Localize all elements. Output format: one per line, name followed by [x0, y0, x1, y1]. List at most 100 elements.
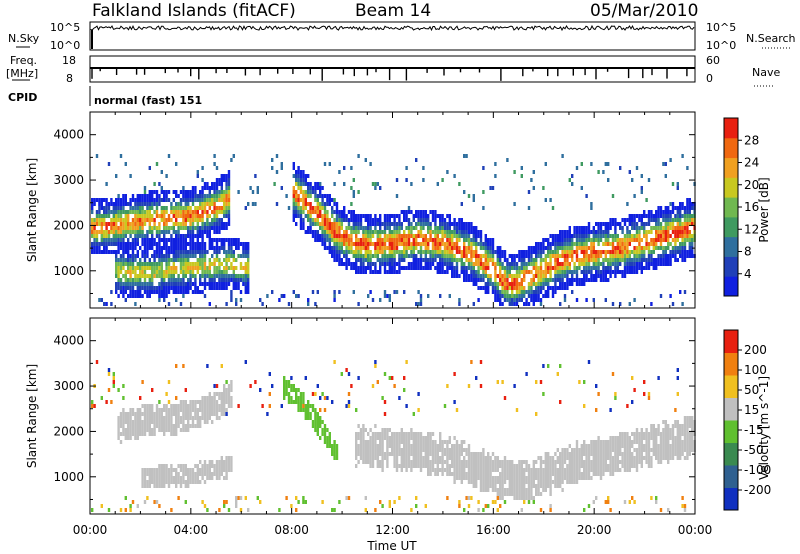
power-cell [374, 226, 377, 230]
power-cell [167, 286, 171, 290]
power-cell [215, 266, 219, 270]
power-cell [208, 190, 211, 194]
power-cell [194, 214, 197, 218]
velocity-cell [460, 440, 463, 444]
velocity-cell [225, 408, 228, 412]
power-cell [213, 202, 216, 206]
power-cell [244, 278, 247, 282]
power-cell [448, 238, 451, 242]
velocity-cell [503, 456, 507, 460]
power-cell [115, 282, 118, 286]
velocity-cell [167, 408, 171, 412]
power-cell [441, 262, 444, 266]
power-cell [626, 242, 629, 246]
power-cell [352, 210, 355, 214]
velocity-cell [386, 428, 389, 432]
power-cell [679, 218, 682, 222]
power-cell [621, 250, 624, 254]
power-cell [463, 190, 466, 194]
velocity-cell [487, 456, 490, 460]
power-cell [427, 262, 430, 266]
velocity-cell [376, 436, 379, 440]
power-cell [129, 254, 132, 258]
power-cell [292, 162, 295, 166]
power-cell [359, 250, 363, 254]
velocity-cell [496, 460, 499, 464]
power-cell [112, 242, 115, 246]
power-cell [201, 206, 204, 210]
power-cell [499, 246, 502, 250]
power-cell [110, 238, 113, 242]
power-cell [179, 242, 183, 246]
power-cell [110, 242, 113, 246]
power-cell [628, 234, 631, 238]
power-cell [158, 222, 161, 226]
power-cell [549, 266, 552, 270]
velocity-cell [465, 496, 468, 500]
power-cell [424, 234, 427, 238]
power-cell [119, 258, 123, 262]
power-cell [523, 274, 526, 278]
power-cell [681, 226, 684, 230]
power-cell [662, 238, 665, 242]
power-cell [463, 226, 466, 230]
power-cell [187, 278, 190, 282]
power-cell [599, 262, 603, 266]
velocity-cell [470, 456, 473, 460]
power-cell [220, 286, 223, 290]
power-cell [583, 278, 586, 282]
power-cell [141, 274, 144, 278]
velocity-cell [208, 464, 211, 468]
power-cell [431, 262, 435, 266]
power-cell [179, 262, 183, 266]
power-cell [165, 250, 168, 254]
power-cell [410, 182, 413, 186]
power-cell [244, 246, 247, 250]
velocity-cell [479, 468, 483, 472]
power-cell [201, 230, 204, 234]
power-cell [640, 246, 643, 250]
power-cell [479, 258, 483, 262]
velocity-cell [225, 396, 228, 400]
velocity-cell [491, 488, 495, 492]
power-cell [175, 242, 178, 246]
power-cell [232, 238, 235, 242]
power-cell [170, 218, 173, 222]
power-cell [124, 246, 127, 250]
power-cell [592, 226, 595, 230]
power-cell [676, 226, 679, 230]
power-cell [235, 282, 238, 286]
power-cell [223, 214, 226, 218]
velocity-cell [482, 488, 485, 492]
power-cell [379, 234, 382, 238]
power-cell [659, 258, 663, 262]
power-cell [160, 218, 163, 222]
power-cell [155, 202, 159, 206]
power-cell [403, 290, 406, 294]
power-cell [103, 198, 106, 202]
power-cell [93, 246, 96, 250]
power-cell [412, 238, 415, 242]
velocity-cell [383, 428, 387, 432]
power-cell [655, 230, 658, 234]
power-cell [607, 226, 610, 230]
power-cell [369, 254, 372, 258]
power-cell [671, 226, 675, 230]
power-cell [129, 246, 132, 250]
velocity-cell [167, 416, 171, 420]
power-cell [148, 198, 151, 202]
velocity-cell [501, 380, 504, 384]
velocity-cell [227, 384, 231, 388]
velocity-cell [213, 472, 216, 476]
power-cell [446, 226, 449, 230]
power-cell [335, 226, 339, 230]
power-cell [172, 274, 175, 278]
power-cell [184, 274, 187, 278]
velocity-cell [227, 400, 231, 404]
power-cell [155, 270, 159, 274]
power-cell [544, 198, 547, 202]
power-cell [100, 242, 103, 246]
power-cell [129, 282, 132, 286]
power-cell [362, 262, 365, 266]
power-cell [141, 286, 144, 290]
